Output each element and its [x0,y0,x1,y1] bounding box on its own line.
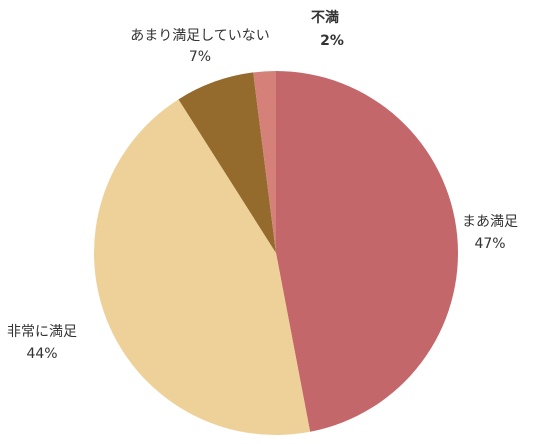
pie-slice [253,71,276,253]
slice-value-label: 7% [189,49,211,65]
slice-value-label: 47% [474,236,505,252]
slice-label: あまり満足していない [130,28,270,44]
slice-label: まあ満足 [462,214,518,230]
pie-slice [276,71,459,432]
slice-value-label: 44% [26,346,57,362]
pie-slice [178,72,276,254]
slice-value-label: 2% [320,33,344,49]
slice-label: 不満 [311,9,339,26]
slice-label: 非常に満足 [7,324,77,340]
pie-slice [94,99,311,435]
